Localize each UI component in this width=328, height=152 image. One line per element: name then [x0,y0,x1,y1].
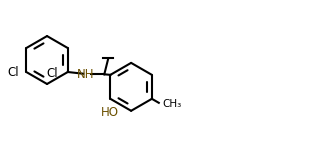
Text: NH: NH [77,68,95,81]
Text: Cl: Cl [8,66,19,78]
Text: CH₃: CH₃ [163,99,182,109]
Text: Cl: Cl [46,67,57,80]
Text: HO: HO [101,106,119,119]
